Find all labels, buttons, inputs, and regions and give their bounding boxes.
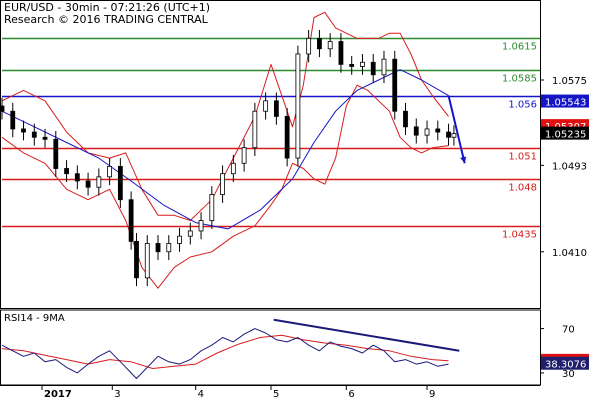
candle-body-39	[413, 126, 419, 136]
candle-body-37	[392, 58, 398, 112]
candle-body-30	[317, 37, 322, 50]
y-tick-label-0: 1.0575	[552, 76, 587, 87]
x-tick-label-1: 3	[114, 389, 120, 400]
level-label-1: 1.0585	[502, 74, 537, 85]
rsi-y-tick-label-0: 70	[562, 325, 575, 336]
price-tag-0: 1.05543	[545, 98, 586, 109]
candle-body-21	[220, 173, 225, 195]
y-tick-label-2: 1.0410	[552, 248, 587, 259]
candle-body-3	[31, 131, 37, 138]
candle-body-12	[128, 199, 134, 242]
candle-body-38	[403, 110, 408, 128]
level-label-4: 1.048	[508, 183, 537, 194]
level-label-2: 1.056	[508, 100, 537, 111]
price-tag-2: 1.05235	[545, 130, 586, 141]
rsi-title: RSI14 - 9MA	[4, 313, 65, 324]
level-label-0: 1.0615	[502, 42, 537, 53]
candle-body-10	[107, 166, 112, 178]
level-label-5: 1.0435	[502, 230, 537, 241]
candle-body-43	[451, 133, 457, 138]
candle-body-29	[306, 37, 312, 55]
candle-body-18	[187, 230, 193, 237]
chart-title-line2: Research © 2016 TRADING CENTRAL	[4, 13, 208, 26]
x-tick-label-2: 4	[198, 389, 204, 400]
rsi-ma-line	[1, 334, 449, 369]
x-tick-label-0: 2017	[44, 389, 72, 400]
price-tag-0-box	[541, 94, 589, 108]
candle-body-0	[0, 105, 5, 112]
candle-body-40	[424, 128, 430, 136]
candle-body-2	[21, 128, 26, 133]
forecast-arrow-line-0	[447, 95, 466, 164]
candle-body-19	[198, 220, 204, 232]
x-tick-label-5: 9	[429, 389, 435, 400]
candle-body-13	[134, 240, 139, 279]
candle-body-20	[209, 194, 215, 221]
chart-title-line1: EUR/USD - 30min - 07:21:26 (UTC+1)	[4, 1, 211, 14]
upper-band-line	[1, 11, 449, 221]
candle-body-26	[273, 100, 279, 117]
candle-body-36	[381, 58, 387, 76]
rsi-line	[1, 328, 449, 379]
x-tick-label-3: 5	[273, 389, 279, 400]
price-tag-2-box	[541, 126, 589, 140]
candle-body-15	[155, 243, 161, 253]
candle-body-8	[85, 180, 91, 188]
y-tick-label-1: 1.0493	[552, 161, 587, 172]
candle-body-14	[144, 243, 150, 279]
rsi-price-tag-1-box	[541, 356, 589, 370]
candle-body-6	[64, 168, 69, 175]
candle-body-34	[360, 61, 365, 67]
candle-body-32	[338, 41, 344, 65]
candle-body-22	[230, 162, 236, 175]
rsi-panel: RSI14 - 9MA	[1, 313, 460, 379]
candle-body-24	[252, 110, 258, 149]
candle-body-28	[295, 53, 301, 159]
candle-body-7	[74, 173, 80, 182]
level-label-3: 1.051	[508, 152, 537, 163]
rsi-price-tag-1: 38.3076	[545, 360, 586, 371]
forecast-arrowhead-0	[460, 156, 467, 164]
candle-body-41	[435, 128, 441, 133]
candle-body-16	[166, 243, 172, 253]
candle-body-1	[10, 110, 16, 130]
candle-body-33	[349, 63, 355, 67]
moving-average-line	[1, 69, 449, 230]
price-panel: 1.0615 1.0585 1.056 1.051 1.048 1.0435	[0, 11, 540, 289]
candle-body-4	[42, 136, 48, 140]
candle-body-5	[53, 138, 59, 169]
x-tick-label-4: 6	[348, 389, 354, 400]
candle-body-42	[446, 131, 451, 138]
candle-body-27	[284, 116, 290, 159]
lower-band-line	[1, 84, 449, 289]
rsi-y-tick-label-1: 30	[562, 369, 575, 380]
candle-body-35	[370, 61, 376, 76]
rsi-panel-frame	[0, 309, 541, 386]
candle-body-25	[263, 100, 269, 112]
candle-body-11	[117, 166, 123, 201]
candle-body-23	[241, 147, 247, 164]
candle-body-9	[96, 176, 102, 188]
candle-body-17	[177, 235, 182, 244]
price-panel-frame	[0, 0, 541, 309]
rsi-trendline-0	[273, 318, 460, 352]
candle-body-31	[327, 41, 333, 50]
